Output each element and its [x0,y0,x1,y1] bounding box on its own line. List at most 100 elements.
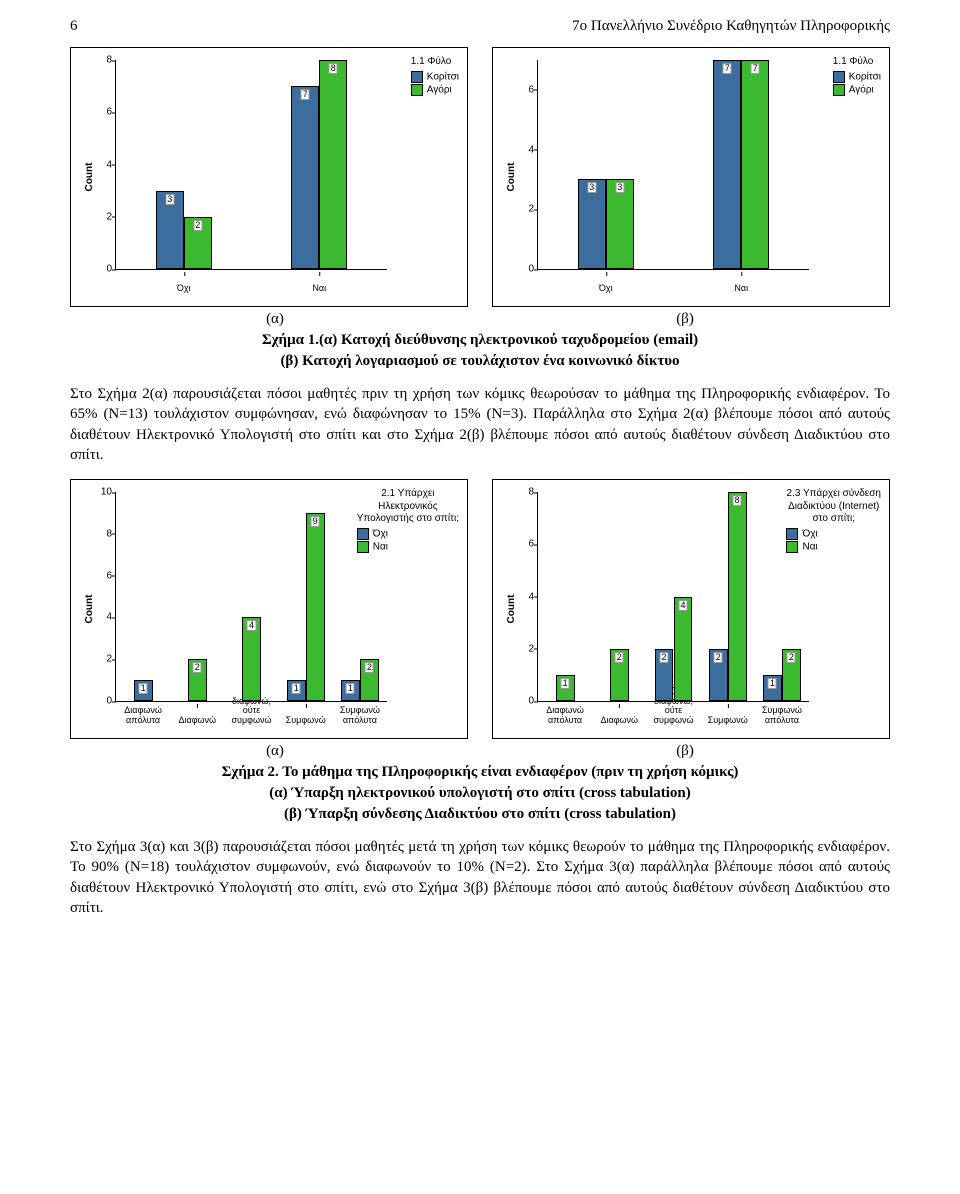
bar-value-label: 9 [311,516,320,527]
y-tick: 2 [510,204,534,215]
figure-2b-panel: 2.3 Υπάρχει σύνδεση Διαδικτύου (Internet… [492,479,890,739]
x-category-label: Διαφωνώ απόλυτα [116,706,170,725]
figure-1a-legend: 1.1 Φύλο Κορίτσι Αγόρι [409,54,461,99]
bar-value-label: 2 [193,220,202,231]
running-head: 6 7ο Πανελλήνιο Συνέδριο Καθηγητών Πληρο… [70,18,890,35]
plot-area: 0246810Διαφωνώ απόλυτα1Διαφωνώ2Ούτε διαφ… [115,492,387,702]
swatch-b [833,84,845,96]
paragraph-1: Στο Σχήμα 2(α) παρουσιάζεται πόσοι μαθητ… [70,384,890,465]
plot-area: 02468Διαφωνώ απόλυτα1Διαφωνώ2Ούτε διαφων… [537,492,809,702]
legend-item-b: Αγόρι [833,84,881,97]
bar: 9 [306,513,325,701]
figure-1b-legend: 1.1 Φύλο Κορίτσι Αγόρι [831,54,883,99]
y-tick: 0 [88,696,112,707]
bar: 2 [184,217,212,269]
bar-value-label: 2 [714,652,723,663]
bar: 4 [242,617,261,701]
legend-item-a: Κορίτσι [833,71,881,84]
caption-line: (β) Κατοχή λογαριασμού σε τουλάχιστον έν… [280,353,679,369]
bar-value-label: 8 [733,495,742,506]
x-category-label: Διαφωνώ [170,716,224,725]
y-tick: 8 [88,55,112,66]
y-tick: 2 [88,654,112,665]
bar: 2 [782,649,801,701]
sublabel-a: (α) [70,743,480,760]
sublabel-b: (β) [480,311,890,328]
bar: 8 [728,492,747,701]
bar-value-label: 2 [615,652,624,663]
caption-line: Σχήμα 2. Το μάθημα της Πληροφορικής είνα… [222,764,739,780]
plot-area: 0246Όχι33Ναι77 [537,60,809,270]
caption-line: Σχήμα 1.(α) Κατοχή διεύθυνσης ηλεκτρονικ… [262,332,698,348]
figure-2-sublabels: (α) (β) [70,743,890,760]
bar: 1 [763,675,782,701]
x-category-label: Συμφωνώ απόλυτα [333,706,387,725]
caption-line: (α) Ύπαρξη ηλεκτρονικού υπολογιστή στο σ… [269,785,691,801]
figure-1-row: 1.1 Φύλο Κορίτσι Αγόρι Count 0 2 4 6 8 Όχι 3 2 Ν… [70,47,890,307]
bar-value-label: 2 [193,662,202,673]
bar: 2 [188,659,207,701]
sublabel-b: (β) [480,743,890,760]
swatch-b [411,84,423,96]
x-category-label: Όχι [116,284,252,293]
bar-value-label: 2 [659,652,668,663]
legend-item-a: Κορίτσι [411,71,459,84]
bar-value-label: 1 [139,683,148,694]
y-tick: 6 [510,84,534,95]
x-category-label: Συμφωνώ [701,716,755,725]
x-category-label: Ναι [252,284,388,293]
x-category-label: Ναι [674,284,810,293]
y-tick: 6 [510,539,534,550]
bar-value-label: 7 [751,63,760,74]
bar-value-label: 3 [615,182,624,193]
figure-2a-panel: 2.1 Υπάρχει Ηλεκτρονικός Υπολογιστής στο… [70,479,468,739]
legend-title: 1.1 Φύλο [411,56,459,69]
y-tick: 0 [510,264,534,275]
bar: 2 [610,649,629,701]
legend-title: 1.1 Φύλο [833,56,881,69]
figure-2-row: 2.1 Υπάρχει Ηλεκτρονικός Υπολογιστής στο… [70,479,890,739]
bar: 3 [578,179,606,269]
figure-1b-panel: 1.1 Φύλο Κορίτσι Αγόρι Count 0 2 4 6 Όχι 33 Να… [492,47,890,307]
bar: 1 [134,680,153,701]
bar-value-label: 8 [329,63,338,74]
y-tick: 6 [88,570,112,581]
bar-value-label: 4 [678,600,687,611]
x-category-label: Διαφωνώ [592,716,646,725]
bar-value-label: 7 [723,63,732,74]
bar: 3 [156,191,184,269]
y-axis-label: Count [506,163,517,192]
bar: 2 [709,649,728,701]
swatch-a [833,71,845,83]
bar-value-label: 3 [165,194,174,205]
y-tick: 0 [510,696,534,707]
bar: 7 [741,60,769,269]
plot-area: 02468Όχι32Ναι78 [115,60,387,270]
bar-value-label: 7 [301,89,310,100]
y-tick: 8 [88,528,112,539]
bar: 1 [287,680,306,701]
bar-value-label: 2 [365,662,374,673]
y-tick: 0 [88,264,112,275]
figure-1-caption: Σχήμα 1.(α) Κατοχή διεύθυνσης ηλεκτρονικ… [70,330,890,372]
y-tick: 4 [510,144,534,155]
figure-1-sublabels: (α) (β) [70,311,890,328]
caption-line: (β) Ύπαρξη σύνδεσης Διαδικτύου στο σπίτι… [284,806,676,822]
x-category-label: Όχι [538,284,674,293]
y-tick: 4 [88,612,112,623]
y-tick: 2 [88,211,112,222]
running-title: 7ο Πανελλήνιο Συνέδριο Καθηγητών Πληροφο… [70,18,890,35]
bar: 3 [606,179,634,269]
bar-value-label: 2 [787,652,796,663]
y-tick: 6 [88,107,112,118]
x-category-label: Συμφωνώ [279,716,333,725]
bar-value-label: 1 [292,683,301,694]
sublabel-a: (α) [70,311,480,328]
page: 6 7ο Πανελλήνιο Συνέδριο Καθηγητών Πληρο… [0,0,960,972]
figure-1a-panel: 1.1 Φύλο Κορίτσι Αγόρι Count 02468Όχι32Ν… [70,47,468,307]
bar: 8 [319,60,347,269]
legend-item-b: Αγόρι [411,84,459,97]
y-tick: 8 [510,487,534,498]
bar: 4 [674,597,693,702]
bar: 1 [341,680,360,701]
